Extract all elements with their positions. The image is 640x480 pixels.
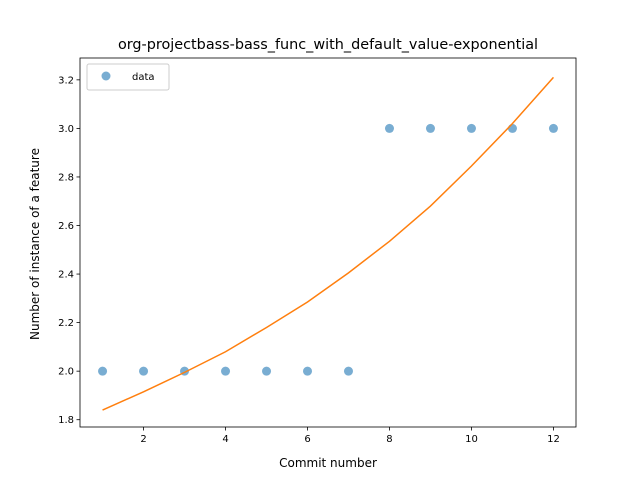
legend-box bbox=[86, 63, 170, 91]
data-point bbox=[139, 366, 149, 376]
y-tick-label: 2.8 bbox=[58, 172, 74, 183]
data-point bbox=[466, 123, 476, 133]
y-tick-label: 3.0 bbox=[58, 124, 74, 135]
x-tick-label: 6 bbox=[304, 434, 310, 445]
legend-marker bbox=[101, 71, 111, 81]
data-point bbox=[507, 123, 517, 133]
x-axis: 2 4 6 8 10 12 bbox=[140, 427, 560, 445]
y-axis-label: Number of instance of a feature bbox=[28, 148, 42, 340]
x-tick-label: 2 bbox=[140, 434, 146, 445]
x-axis-label: Commit number bbox=[279, 456, 377, 470]
axes-frame bbox=[79, 57, 577, 428]
x-tick-label: 8 bbox=[386, 434, 392, 445]
y-tick-label: 3.2 bbox=[58, 75, 74, 86]
legend-label: data bbox=[132, 72, 155, 83]
data-point bbox=[384, 123, 394, 133]
chart-title: org-projectbass-bass_func_with_default_v… bbox=[118, 37, 538, 53]
plot-area bbox=[79, 57, 577, 428]
y-tick-label: 1.8 bbox=[58, 415, 74, 426]
y-tick-label: 2.6 bbox=[58, 221, 74, 232]
data-point bbox=[262, 366, 272, 376]
x-tick-label: 10 bbox=[465, 434, 478, 445]
y-tick-label: 2.0 bbox=[58, 367, 74, 378]
data-point bbox=[221, 366, 231, 376]
data-point bbox=[343, 366, 353, 376]
x-tick-label: 4 bbox=[222, 434, 228, 445]
data-point bbox=[548, 123, 558, 133]
y-tick-label: 2.2 bbox=[58, 318, 74, 329]
data-point bbox=[425, 123, 435, 133]
fit-line bbox=[102, 76, 555, 411]
data-point bbox=[303, 366, 313, 376]
y-axis: 1.8 2.0 2.2 2.4 2.6 2.8 3.0 3.2 bbox=[58, 75, 80, 426]
data-point bbox=[98, 366, 108, 376]
legend: data bbox=[86, 63, 170, 91]
y-tick-label: 2.4 bbox=[58, 270, 74, 281]
x-tick-label: 12 bbox=[547, 434, 560, 445]
